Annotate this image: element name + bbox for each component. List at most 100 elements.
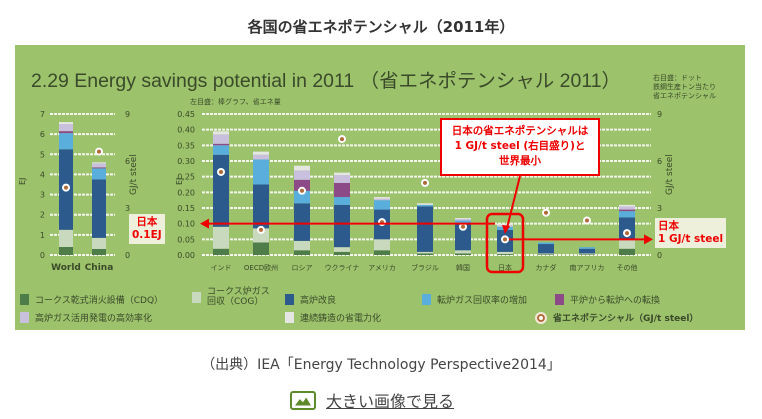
bar-segment: [374, 239, 390, 251]
bar-segment: [92, 179, 106, 238]
bar-segment: [619, 211, 635, 218]
image-icon: [290, 390, 316, 410]
bar-segment: [294, 240, 310, 251]
legend-swatch: [20, 294, 29, 305]
page-title: 各国の省エネポテンシャル（2011年）: [247, 18, 515, 36]
chart-svg: 2.29 Energy savings potential in 2011 （省…: [18, 70, 716, 274]
y-tick-label: 6: [40, 130, 45, 139]
category-label: OECD欧州: [244, 263, 278, 272]
chart-figure: 2.29 Energy savings potential in 2011 （省…: [15, 45, 745, 330]
bar-segment: [213, 131, 229, 135]
savings-dot-center: [585, 218, 589, 223]
bar-segment: [213, 226, 229, 249]
legend-label: 転炉ガス回収率の増加: [437, 296, 528, 306]
savings-dot-center: [300, 188, 304, 193]
category-label: China: [85, 263, 114, 273]
callout-line: 日本の省エネポテンシャルは: [451, 125, 589, 137]
y-tick-label: 0.05: [177, 235, 195, 244]
category-label: 日本: [498, 263, 512, 272]
y-axis-label: EJ: [175, 178, 184, 185]
savings-dot-center: [219, 169, 223, 174]
bar-segment: [619, 217, 635, 240]
y2-tick-label: 9: [125, 110, 130, 119]
category-label: 南アフリカ: [570, 263, 605, 272]
legend-swatch: [285, 312, 294, 323]
label-line: 日本: [136, 216, 158, 228]
bar-segment: [213, 134, 229, 144]
bar-segment: [59, 122, 73, 125]
arrow-head-right: [644, 234, 653, 245]
y-tick-label: 0.35: [177, 141, 195, 150]
y2-tick-label: 0: [657, 251, 662, 260]
link-label[interactable]: 大きい画像で見る: [326, 392, 455, 411]
bar-segment: [253, 159, 269, 185]
left-axis-note: 左目盛：棒グラフ、省エネ量: [190, 97, 281, 106]
y2-tick-label: 3: [657, 204, 662, 213]
y-tick-label: 5: [40, 150, 45, 159]
bar-segment: [619, 248, 635, 255]
bar-segment: [92, 162, 106, 164]
y2-tick-label: 6: [657, 157, 662, 166]
y-tick-label: 0.25: [177, 173, 195, 182]
y-tick-label: 3: [40, 191, 45, 200]
y-tick-label: 1: [40, 231, 45, 240]
savings-dot-center: [340, 137, 344, 142]
category-label: ウクライナ: [325, 264, 360, 272]
legend-label: 高炉改良: [300, 296, 337, 306]
bar-segment: [213, 145, 229, 155]
y2-axis-label: GJ/t steel: [129, 154, 139, 195]
bar-segment: [374, 198, 390, 201]
bar-segment: [417, 206, 433, 252]
bar-segment: [417, 253, 433, 255]
right-axis-note: 省エネポテンシャル: [653, 91, 716, 100]
y-tick-label: 0.15: [177, 204, 195, 213]
bar-segment: [92, 163, 106, 168]
bar-segment: [579, 254, 595, 255]
savings-dot-center: [259, 227, 263, 232]
y-tick-label: 0.30: [177, 157, 195, 166]
legend-item: 高炉ガス活用発電の高効率化: [20, 311, 152, 324]
bar-segment: [59, 133, 73, 150]
bar-segment: [294, 190, 310, 204]
category-label: インド: [211, 264, 232, 272]
bar-segment: [334, 172, 350, 176]
category-label: World: [51, 263, 81, 273]
callout-pointer-head: [502, 225, 510, 234]
bar-segment: [334, 204, 350, 248]
y-tick-label: 0: [40, 251, 45, 260]
y2-tick-label: 0: [125, 251, 130, 260]
bar-segment: [294, 170, 310, 180]
callout-pointer: [506, 175, 521, 229]
bar-segment: [455, 220, 471, 224]
bar-segment: [417, 251, 433, 254]
view-large-image-link[interactable]: 大きい画像で見る: [290, 388, 454, 412]
category-label: 韓国: [456, 263, 470, 272]
y2-axis-label: GJ/t steel: [665, 154, 675, 195]
y-tick-label: 0.10: [177, 220, 195, 229]
label-line: 日本: [658, 220, 679, 232]
legend-label: 高炉ガス活用発電の高効率化: [35, 314, 153, 324]
y-tick-label: 0.20: [177, 188, 195, 197]
label-line: 1 GJ/t steel: [658, 233, 724, 245]
bar-segment: [417, 204, 433, 207]
legend-swatch: [192, 291, 201, 303]
bar-segment: [455, 223, 471, 251]
source-caption: （出典）IEA「Energy Technology Perspective201…: [201, 357, 561, 373]
savings-dot-center: [423, 180, 427, 185]
category-label: アメリカ: [368, 264, 396, 272]
category-label: その他: [617, 263, 638, 272]
bar-segment: [455, 250, 471, 254]
legend-item: 高炉改良: [285, 293, 336, 306]
bar-segment: [538, 244, 554, 254]
bar-segment: [92, 167, 106, 169]
legend-item-dot: 省エネポテンシャル（GJ/t steel）: [535, 311, 698, 324]
bar-segment: [213, 154, 229, 227]
japan-highlight-box: [485, 212, 525, 274]
y-axis-label: EJ: [18, 178, 27, 185]
japan-ej-label: 日本 0.1EJ: [129, 214, 165, 244]
bar-segment: [334, 251, 350, 255]
bar-segment: [497, 223, 513, 226]
bar-segment: [497, 254, 513, 255]
savings-dot-center: [64, 185, 68, 190]
legend-label: 連続鋳造の省電力化: [300, 314, 382, 324]
